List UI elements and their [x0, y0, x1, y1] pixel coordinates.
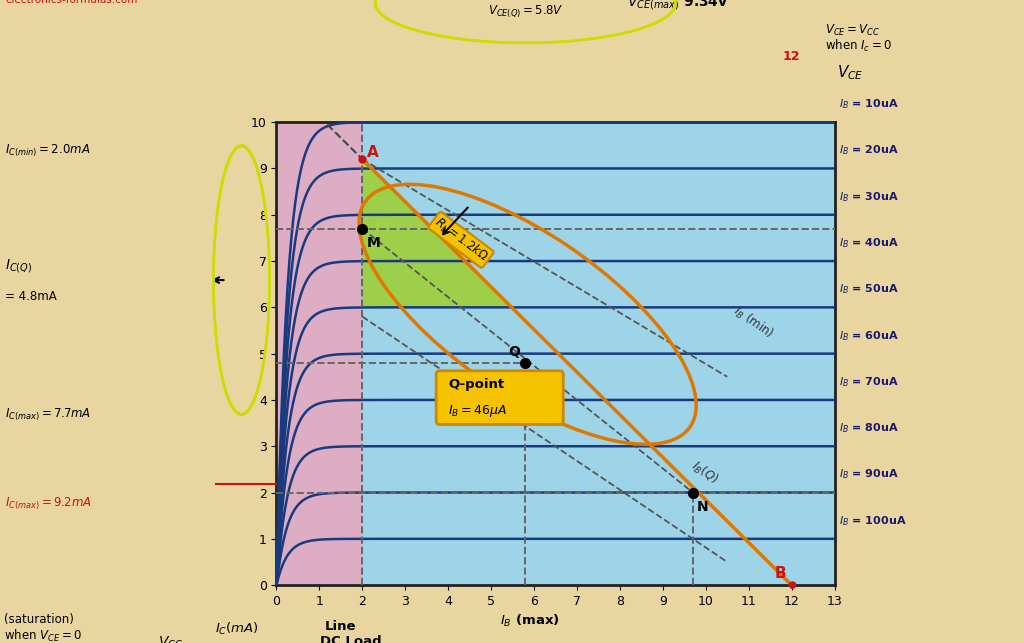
Text: when $V_{CE} = 0$: when $V_{CE} = 0$	[4, 628, 82, 643]
Text: $V_{CE} = V_{CC}$: $V_{CE} = V_{CC}$	[824, 23, 880, 38]
Text: $V_{CE(Q)} = 5.8V$: $V_{CE(Q)} = 5.8V$	[487, 3, 563, 19]
Text: $I_B$ = 80uA: $I_B$ = 80uA	[839, 421, 899, 435]
Text: $I_B$ = 70uA: $I_B$ = 70uA	[839, 375, 899, 389]
Text: (saturation): (saturation)	[4, 613, 74, 626]
Text: $I_B$ = 30uA: $I_B$ = 30uA	[839, 190, 899, 204]
Text: $I_{C(max)} = 9.2mA$: $I_{C(max)} = 9.2mA$	[5, 496, 92, 512]
Text: $I_B (Q)$: $I_B (Q)$	[688, 458, 721, 488]
Text: DC Load: DC Load	[319, 635, 382, 643]
Text: B: B	[774, 566, 786, 581]
Text: $I_C = \dfrac{V_{CC}}{R_L}$: $I_C = \dfrac{V_{CC}}{R_L}$	[130, 635, 183, 643]
Text: Q-point: Q-point	[449, 378, 505, 392]
Text: Line: Line	[325, 620, 356, 633]
Polygon shape	[276, 122, 362, 585]
Text: $I_C(mA)$: $I_C(mA)$	[215, 621, 259, 637]
Text: M: M	[367, 236, 380, 250]
Polygon shape	[362, 159, 511, 307]
Text: = 4.8mA: = 4.8mA	[5, 275, 56, 303]
Text: $I_B$ = 20uA: $I_B$ = 20uA	[839, 143, 899, 158]
Text: $V_{CE(max)}$ 9.34v: $V_{CE(max)}$ 9.34v	[627, 0, 728, 12]
Text: $I_B$ (max): $I_B$ (max)	[500, 613, 559, 629]
Text: $I_B$ = 60uA: $I_B$ = 60uA	[839, 329, 899, 343]
Text: $I_B = 46\mu A$: $I_B = 46\mu A$	[449, 403, 507, 419]
Text: $I_B$ = 40uA: $I_B$ = 40uA	[839, 236, 899, 250]
Text: $I_B$ = 100uA: $I_B$ = 100uA	[839, 514, 906, 528]
Text: A: A	[367, 145, 379, 160]
Text: $I_B$ = 10uA: $I_B$ = 10uA	[839, 97, 899, 111]
Text: $I_B$ = 90uA: $I_B$ = 90uA	[839, 467, 899, 482]
Text: $I_B$ = 50uA: $I_B$ = 50uA	[839, 282, 899, 296]
Text: electronics-formulas.com: electronics-formulas.com	[5, 0, 137, 5]
FancyBboxPatch shape	[436, 371, 563, 424]
Text: 12: 12	[783, 50, 801, 63]
Text: when $I_c = 0$: when $I_c = 0$	[824, 38, 892, 54]
Text: Q: Q	[508, 345, 520, 359]
Text: $I_{C(min)} = 2.0mA$: $I_{C(min)} = 2.0mA$	[5, 142, 90, 159]
Text: $I_{C(max)} = 7.7mA$: $I_{C(max)} = 7.7mA$	[5, 406, 91, 422]
Text: $I_{C(Q)}$: $I_{C(Q)}$	[5, 257, 32, 275]
Text: $I_B$ (min): $I_B$ (min)	[730, 303, 776, 342]
Text: N: N	[697, 500, 709, 514]
Text: $R_L = 1.2k\Omega$: $R_L = 1.2k\Omega$	[431, 214, 492, 265]
Text: $V_{CE}$: $V_{CE}$	[837, 63, 863, 82]
